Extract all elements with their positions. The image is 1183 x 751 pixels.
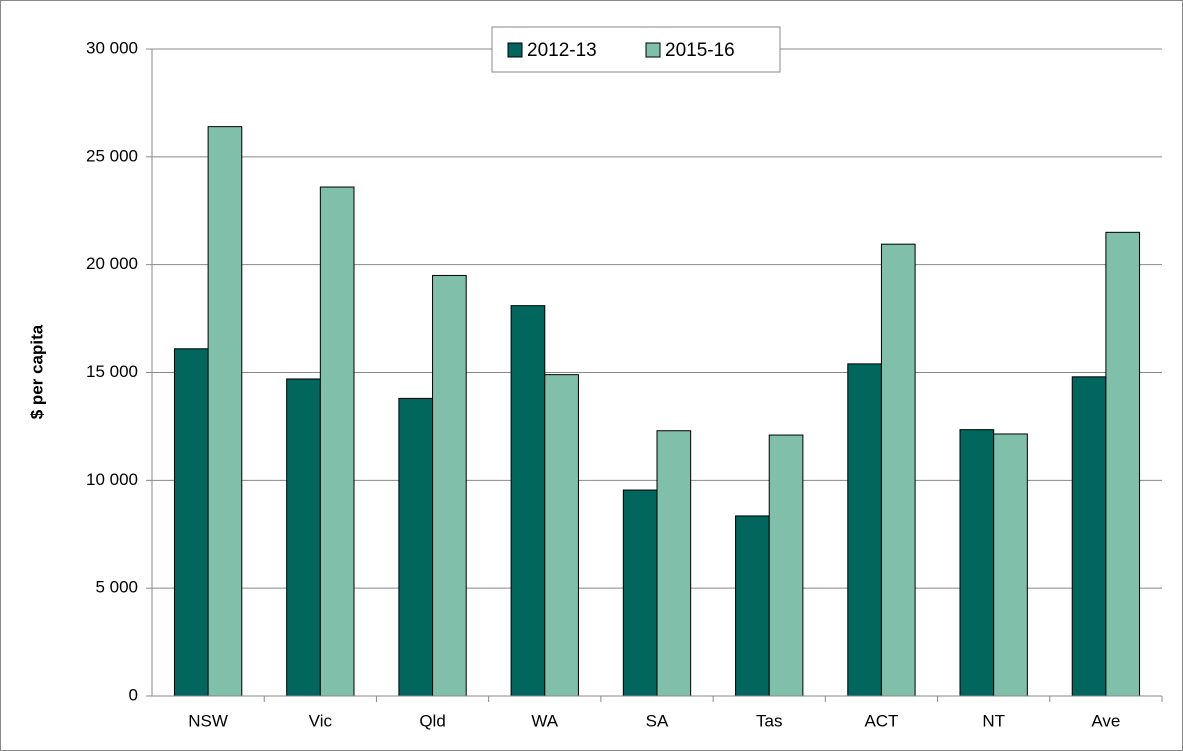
bar [173, 348, 209, 697]
x-tick-label: Qld [419, 711, 445, 730]
y-tick-label: 0 [129, 685, 138, 704]
legend-label: 2012-13 [527, 40, 597, 61]
x-tick-label: Ave [1091, 711, 1120, 730]
bar [656, 430, 692, 697]
y-tick-label: 15 000 [86, 362, 138, 381]
bar [1105, 231, 1141, 697]
y-tick-label: 25 000 [86, 146, 138, 165]
x-tick-label: ACT [864, 711, 898, 730]
legend-label: 2015-16 [665, 40, 735, 61]
legend-swatch [507, 42, 523, 58]
bar [768, 434, 804, 697]
bar [319, 186, 355, 697]
bar [880, 243, 916, 697]
bar [622, 489, 658, 697]
bar [959, 429, 995, 697]
x-tick-label: Vic [309, 711, 333, 730]
bar [510, 305, 546, 697]
x-tick-label: Tas [756, 711, 782, 730]
bar [847, 363, 882, 697]
bar [286, 378, 321, 697]
y-tick-label: 5 000 [95, 578, 138, 597]
y-tick-label: 30 000 [86, 38, 138, 57]
x-tick-label: SA [646, 711, 669, 730]
legend-box [491, 26, 781, 73]
x-tick-label: NSW [188, 711, 228, 730]
bar [1071, 376, 1107, 697]
bar [993, 433, 1028, 697]
legend-swatch [645, 42, 661, 58]
bar [432, 274, 467, 697]
x-tick-label: WA [531, 711, 558, 730]
y-tick-label: 20 000 [86, 254, 138, 273]
x-tick-label: NT [982, 711, 1005, 730]
y-axis-label: $ per capita [27, 324, 46, 419]
bar [207, 126, 243, 697]
bar [735, 515, 770, 697]
bar [544, 374, 579, 697]
bar [398, 397, 434, 697]
y-tick-label: 10 000 [86, 470, 138, 489]
